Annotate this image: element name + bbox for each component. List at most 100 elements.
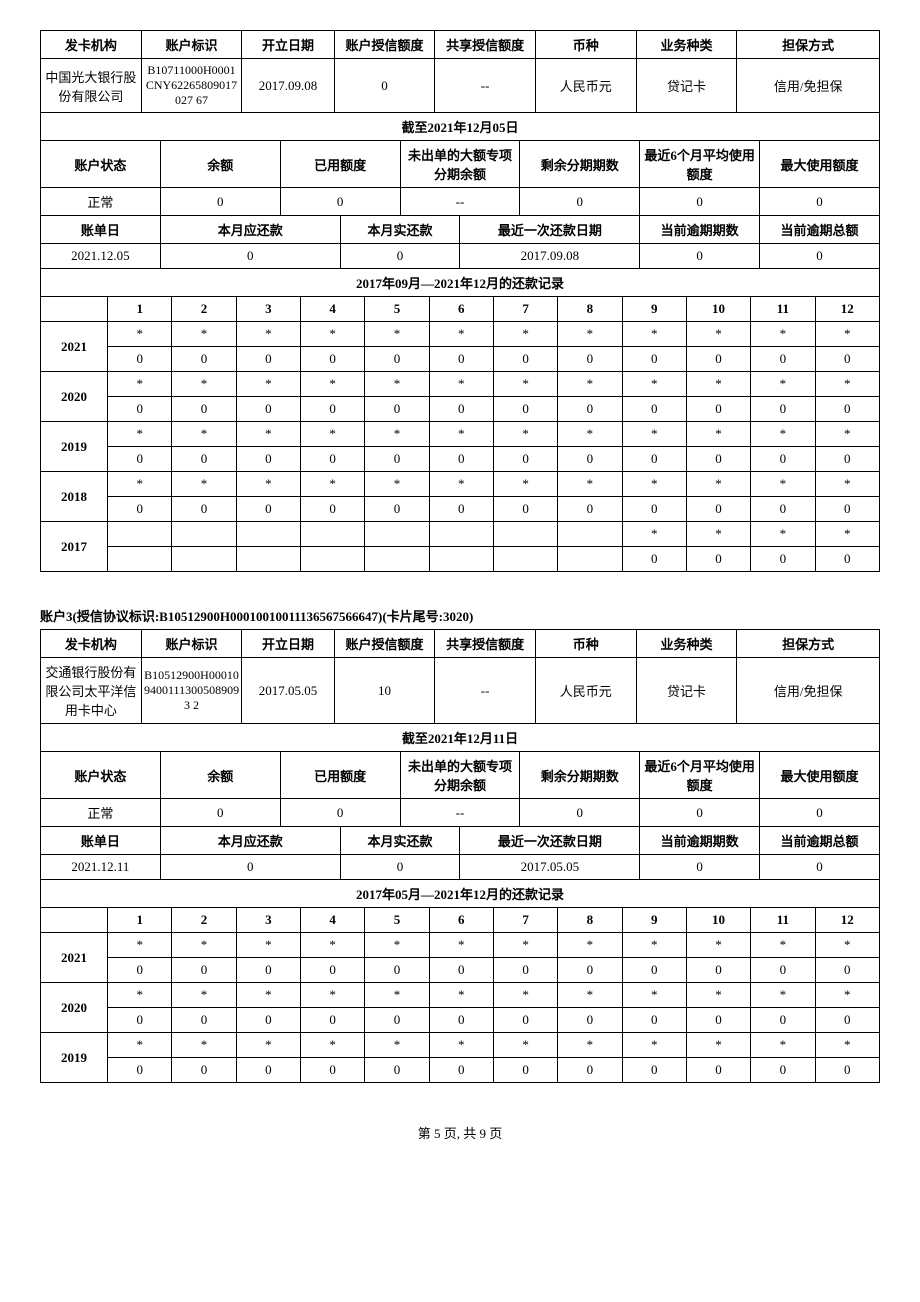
- a2-2019-r2-9: 0: [622, 447, 686, 472]
- a3-h-1: 账户标识: [141, 630, 242, 658]
- a3-2021-r2-3: 0: [236, 958, 300, 983]
- a2-2018-r2-5: 0: [365, 497, 429, 522]
- a3-2021-r1-9: *: [622, 933, 686, 958]
- a2-2017-r1-9: *: [622, 522, 686, 547]
- a3-month-4: 4: [301, 908, 365, 933]
- a2-2018-r1-4: *: [301, 472, 365, 497]
- a2-month-7: 7: [493, 297, 557, 322]
- a2-bh-1: 本月应还款: [160, 216, 340, 244]
- a2-2017-r2-12: 0: [815, 547, 879, 572]
- a2-bv-1: 0: [160, 244, 340, 269]
- a2-2021-r2-4: 0: [301, 347, 365, 372]
- a3-2021-r1-7: *: [493, 933, 557, 958]
- a3-v-1: B10512900H0001094001113005089093 2: [141, 658, 242, 724]
- a2-2021-r1-3: *: [236, 322, 300, 347]
- a2-2020-r2-3: 0: [236, 397, 300, 422]
- a2-sv-0: 正常: [41, 188, 161, 216]
- a2-2018-r1-8: *: [558, 472, 622, 497]
- a3-sh-2: 已用额度: [280, 752, 400, 799]
- a2-h-2: 开立日期: [242, 31, 334, 59]
- a3-h-0: 发卡机构: [41, 630, 142, 658]
- a2-2017-r1-12: *: [815, 522, 879, 547]
- a3-month-5: 5: [365, 908, 429, 933]
- a3-h-6: 业务种类: [636, 630, 737, 658]
- page-footer: 第 5 页, 共 9 页: [40, 1123, 880, 1142]
- a2-2017-r1-4: [301, 522, 365, 547]
- a3-2020-r1-8: *: [558, 983, 622, 1008]
- a3-sv-1: 0: [160, 799, 280, 827]
- a2-v-3: 0: [334, 59, 435, 113]
- a3-2021-r2-5: 0: [365, 958, 429, 983]
- a3-2020-r2-11: 0: [751, 1008, 815, 1033]
- a3-2020-r2-10: 0: [686, 1008, 750, 1033]
- a2-2021-r1-6: *: [429, 322, 493, 347]
- a3-2020-r1-1: *: [108, 983, 172, 1008]
- a3-sv-0: 正常: [41, 799, 161, 827]
- a2-2017-r2-7: [493, 547, 557, 572]
- a2-month-5: 5: [365, 297, 429, 322]
- a2-2019-r2-1: 0: [108, 447, 172, 472]
- a3-bh-1: 本月应还款: [160, 827, 340, 855]
- a2-2018-r1-7: *: [493, 472, 557, 497]
- a3-2020-r2-4: 0: [301, 1008, 365, 1033]
- a2-2017-r2-1: [108, 547, 172, 572]
- a3-month-8: 8: [558, 908, 622, 933]
- a2-sv-2: 0: [280, 188, 400, 216]
- a3-2019-r1-6: *: [429, 1033, 493, 1058]
- a2-2019-r2-6: 0: [429, 447, 493, 472]
- a2-2019-r1-12: *: [815, 422, 879, 447]
- a2-h-4: 共享授信额度: [435, 31, 536, 59]
- a2-year-2017: 2017: [41, 522, 108, 572]
- a3-month-3: 3: [236, 908, 300, 933]
- a2-month-2: 2: [172, 297, 236, 322]
- a3-2019-r1-5: *: [365, 1033, 429, 1058]
- a3-2020-r2-2: 0: [172, 1008, 236, 1033]
- a3-hist-title: 2017年05月—2021年12月的还款记录: [41, 880, 880, 908]
- a3-2021-r2-6: 0: [429, 958, 493, 983]
- a3-bv-1: 0: [160, 855, 340, 880]
- a3-sh-0: 账户状态: [41, 752, 161, 799]
- a2-2018-r2-10: 0: [686, 497, 750, 522]
- a2-bh-2: 本月实还款: [340, 216, 460, 244]
- a2-2017-r1-1: [108, 522, 172, 547]
- a2-2021-r1-10: *: [686, 322, 750, 347]
- a3-2020-r1-10: *: [686, 983, 750, 1008]
- a3-2020-r2-3: 0: [236, 1008, 300, 1033]
- a2-h-6: 业务种类: [636, 31, 737, 59]
- a3-sh-1: 余额: [160, 752, 280, 799]
- a2-sh-0: 账户状态: [41, 141, 161, 188]
- a3-2020-r2-1: 0: [108, 1008, 172, 1033]
- a2-month-11: 11: [751, 297, 815, 322]
- a3-month-1: 1: [108, 908, 172, 933]
- a3-v-2: 2017.05.05: [242, 658, 334, 724]
- a2-2018-r2-12: 0: [815, 497, 879, 522]
- a3-bh-5: 当前逾期总额: [760, 827, 880, 855]
- a2-2019-r1-4: *: [301, 422, 365, 447]
- a2-sh-6: 最大使用额度: [760, 141, 880, 188]
- a2-2021-r1-11: *: [751, 322, 815, 347]
- a2-2020-r2-7: 0: [493, 397, 557, 422]
- a2-month-9: 9: [622, 297, 686, 322]
- a2-sv-3: --: [400, 188, 520, 216]
- account2-header-table: 发卡机构 账户标识 开立日期 账户授信额度 共享授信额度 币种 业务种类 担保方…: [40, 30, 880, 113]
- a2-2021-r1-5: *: [365, 322, 429, 347]
- a3-month-12: 12: [815, 908, 879, 933]
- a2-2019-r2-12: 0: [815, 447, 879, 472]
- a3-2019-r2-5: 0: [365, 1058, 429, 1083]
- a2-v-0: 中国光大银行股份有限公司: [41, 59, 142, 113]
- a2-2017-r2-3: [236, 547, 300, 572]
- a3-2020-r1-7: *: [493, 983, 557, 1008]
- a2-2021-r2-8: 0: [558, 347, 622, 372]
- a2-month-8: 8: [558, 297, 622, 322]
- a2-2020-r1-2: *: [172, 372, 236, 397]
- a2-2020-r1-7: *: [493, 372, 557, 397]
- a3-year-2020: 2020: [41, 983, 108, 1033]
- a2-v-7: 信用/免担保: [737, 59, 880, 113]
- a3-2021-r1-10: *: [686, 933, 750, 958]
- a2-2020-r1-1: *: [108, 372, 172, 397]
- a3-v-5: 人民币元: [535, 658, 636, 724]
- a2-2019-r1-2: *: [172, 422, 236, 447]
- a2-2019-r1-8: *: [558, 422, 622, 447]
- a2-2018-r2-2: 0: [172, 497, 236, 522]
- a2-2019-r2-7: 0: [493, 447, 557, 472]
